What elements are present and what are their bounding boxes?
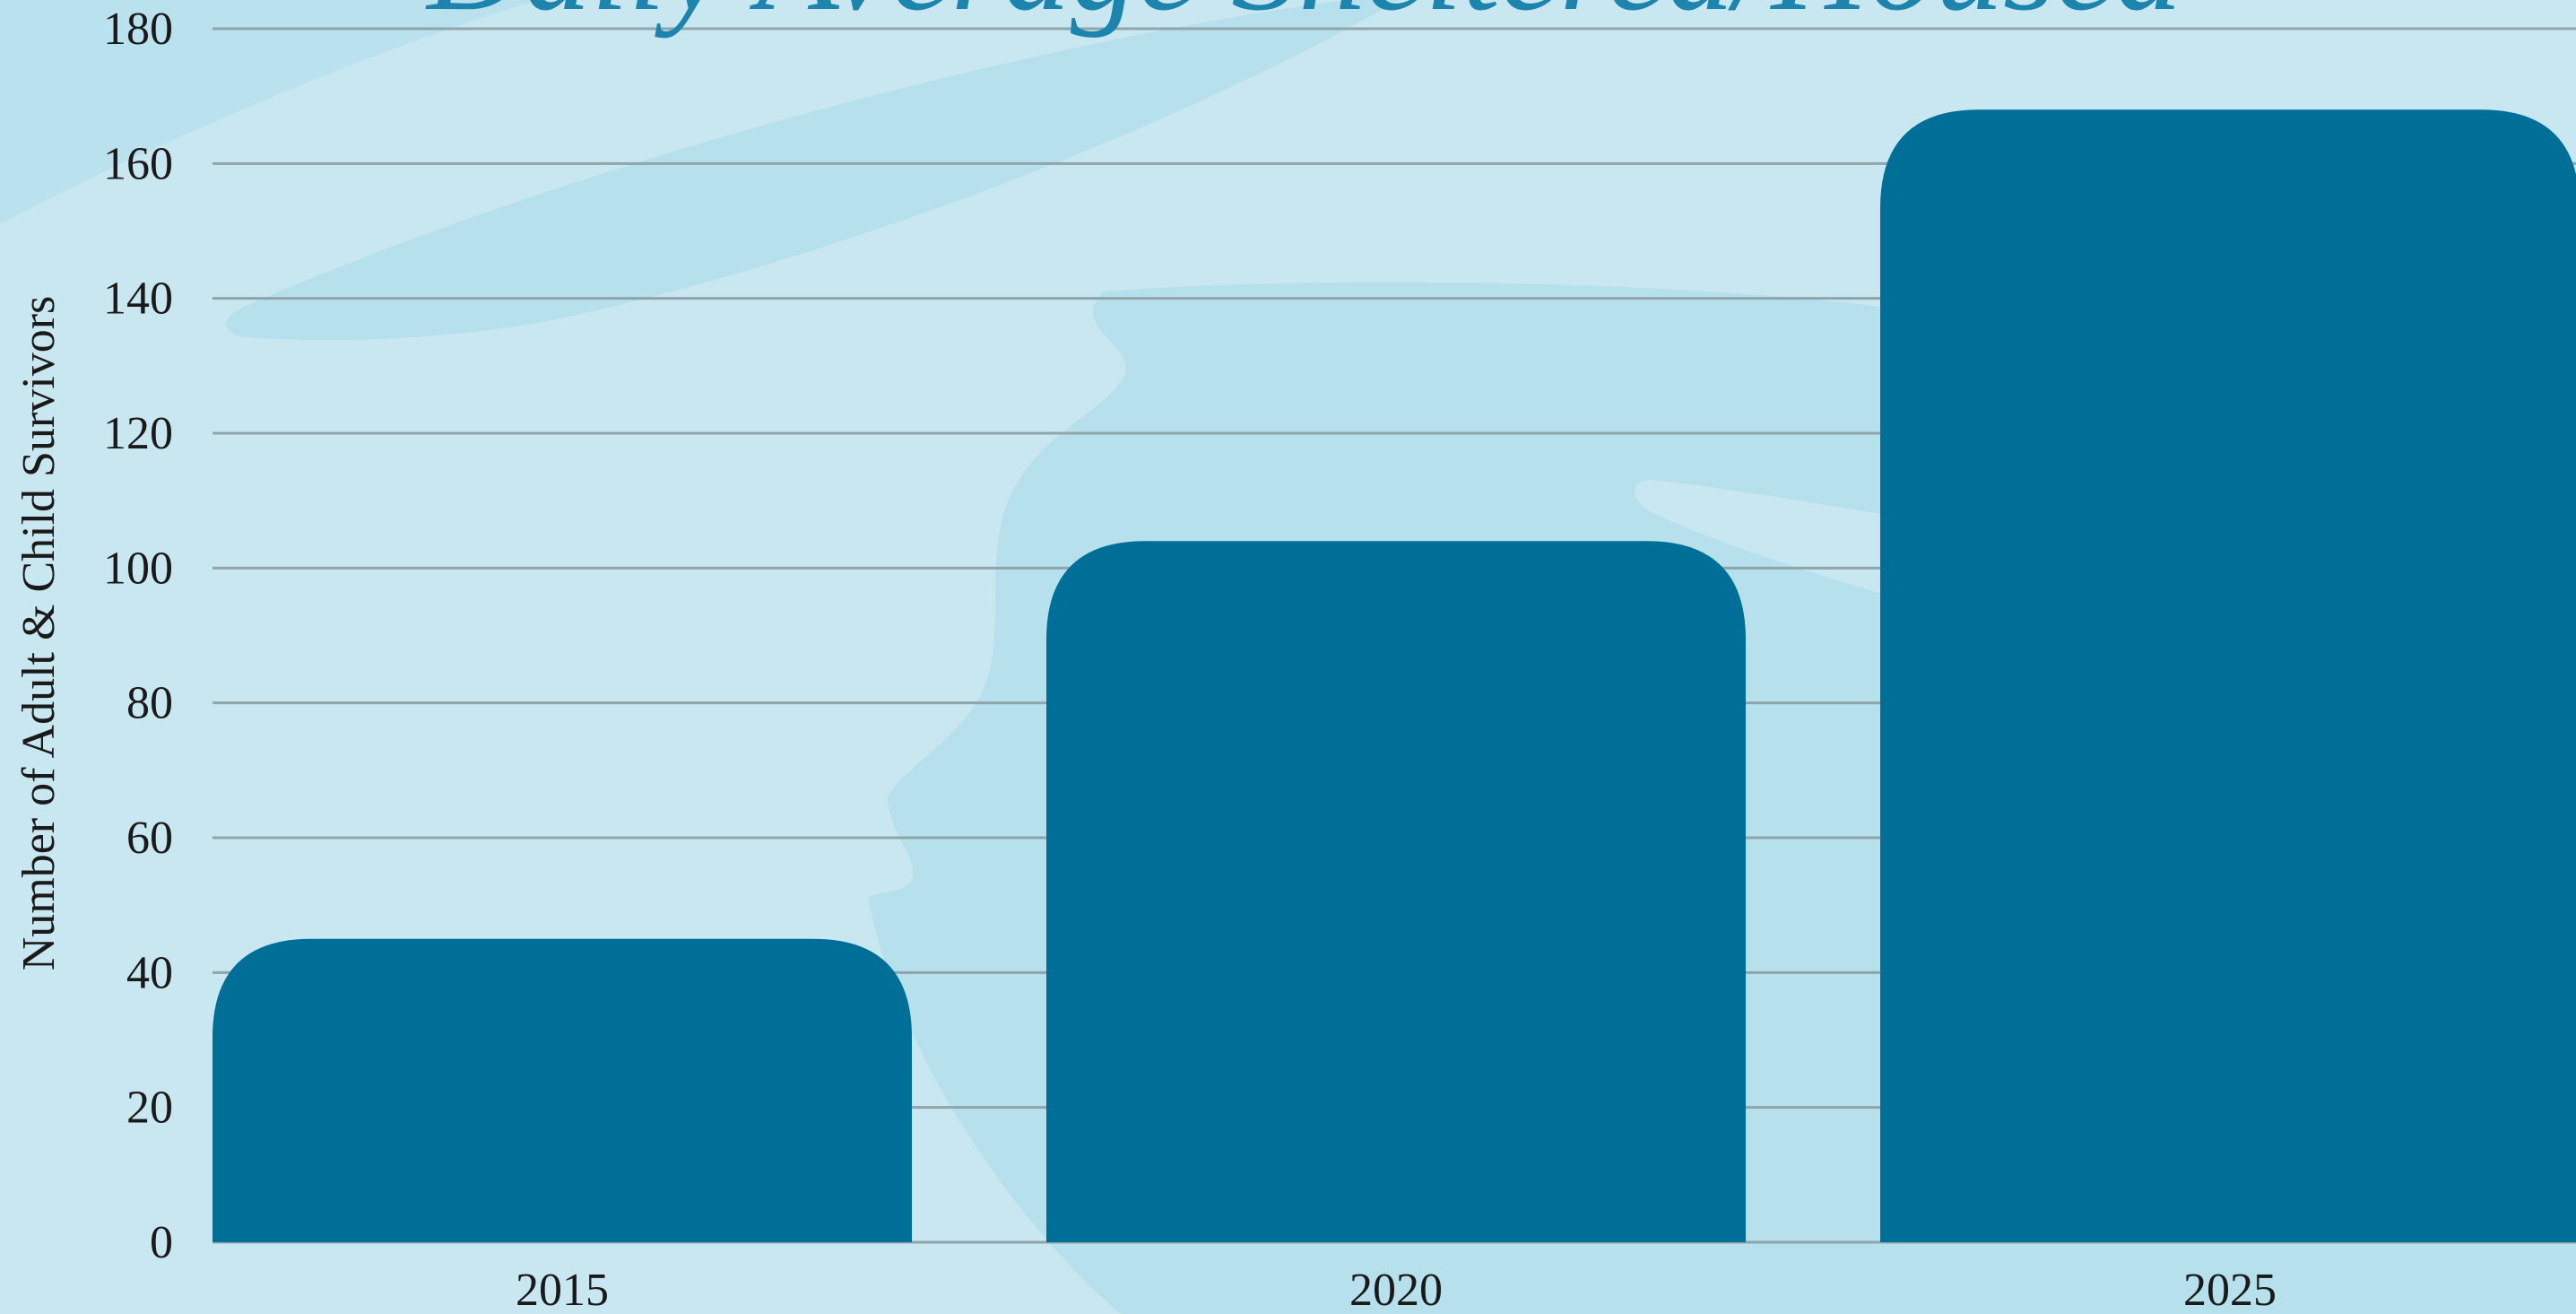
- bar-2025: [1880, 109, 2576, 1242]
- y-tick-label: 60: [126, 813, 173, 864]
- y-tick-label: 120: [103, 408, 173, 459]
- y-axis-ticks: 0 20 40 60 80 100 120 140 160 180: [103, 4, 173, 1268]
- bars: [212, 109, 2576, 1242]
- chart-title: Daily Average Sheltered/Housed: [425, 0, 2183, 39]
- background-swoosh-left: [0, 0, 538, 224]
- y-tick-label: 0: [150, 1217, 173, 1268]
- x-tick-label: 2015: [516, 1265, 609, 1314]
- y-tick-label: 180: [103, 4, 173, 55]
- y-tick-label: 20: [126, 1083, 173, 1134]
- y-tick-label: 40: [126, 947, 173, 998]
- y-tick-label: 160: [103, 138, 173, 189]
- background-swoosh-top: [0, 0, 1399, 341]
- x-tick-label: 2020: [1349, 1265, 1443, 1314]
- bar-2020: [1046, 541, 1746, 1242]
- y-tick-label: 80: [126, 678, 173, 729]
- x-tick-label: 2025: [2183, 1265, 2277, 1314]
- y-axis-title: Number of Adult & Child Survivors: [13, 296, 65, 971]
- x-axis-ticks: 2015 2020 2025: [516, 1265, 2277, 1314]
- bar-2015: [212, 938, 912, 1242]
- y-tick-label: 140: [103, 274, 173, 325]
- y-tick-label: 100: [103, 543, 173, 594]
